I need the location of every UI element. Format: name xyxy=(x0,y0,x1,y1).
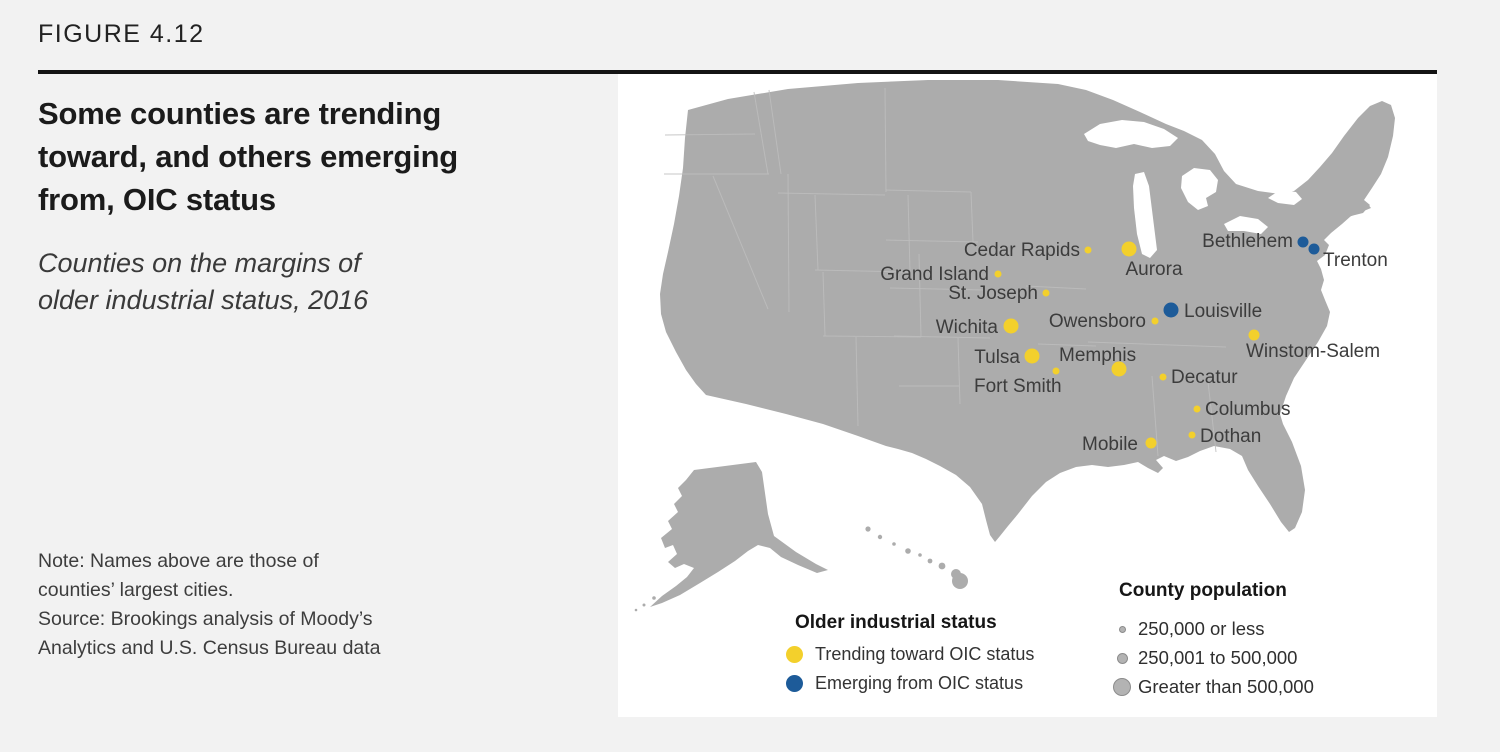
city-layer: Cedar Rapids Aurora Bethlehem Trenton Grand … xyxy=(880,231,1388,455)
long-island-shape xyxy=(1345,203,1371,217)
city-marker-trenton xyxy=(1308,243,1320,255)
city-marker-aurora xyxy=(1121,241,1137,257)
population-item-large: Greater than 500,000 xyxy=(1104,674,1314,700)
city-label-cedar-rapids: Cedar Rapids xyxy=(964,240,1080,261)
legend-item-trending: Trending toward OIC status xyxy=(776,644,1035,664)
alaska-shape xyxy=(634,462,828,612)
city-marker-mobile xyxy=(1145,437,1157,449)
lake-michigan xyxy=(1133,172,1157,258)
city-label-louisville: Louisville xyxy=(1184,301,1262,322)
population-legend: County population 250,000 or less 250,00… xyxy=(1104,580,1314,703)
city-marker-memphis xyxy=(1111,361,1127,377)
legend-item-emerging: Emerging from OIC status xyxy=(776,673,1034,693)
lake-huron xyxy=(1181,168,1218,210)
city-label-st-joseph: St. Joseph xyxy=(948,283,1038,304)
city-marker-bethlehem xyxy=(1297,236,1309,248)
trending-dot-icon xyxy=(786,646,803,663)
city-label-memphis: Memphis xyxy=(1059,345,1136,366)
city-marker-owensboro xyxy=(1151,317,1159,325)
hawaii-islands xyxy=(865,526,968,589)
city-label-trenton: Trenton xyxy=(1323,250,1388,271)
population-item-label: Greater than 500,000 xyxy=(1138,676,1314,697)
great-lakes xyxy=(1084,120,1302,258)
city-marker-dothan xyxy=(1188,431,1196,439)
city-label-winstom-salem: Winstom-Salem xyxy=(1246,341,1380,362)
population-item-label: 250,000 or less xyxy=(1138,618,1265,639)
city-marker-tulsa xyxy=(1024,348,1040,364)
large-circle-icon xyxy=(1113,678,1131,696)
city-label-grand-island: Grand Island xyxy=(880,264,989,285)
emerging-dot-icon xyxy=(786,675,803,692)
status-legend-heading: Older industrial status xyxy=(795,612,997,633)
city-marker-grand-island xyxy=(994,270,1002,278)
city-label-mobile: Mobile xyxy=(1082,434,1138,455)
state-borders xyxy=(664,87,1227,457)
city-label-wichita: Wichita xyxy=(936,317,999,338)
city-marker-wichita xyxy=(1003,318,1019,334)
city-label-decatur: Decatur xyxy=(1171,367,1238,388)
figure-number: FIGURE 4.12 xyxy=(38,20,205,48)
figure-subtitle: Counties on the margins of older industr… xyxy=(38,248,369,315)
legend-item-label: Trending toward OIC status xyxy=(815,644,1035,664)
medium-circle-icon xyxy=(1116,652,1128,664)
city-label-columbus: Columbus xyxy=(1205,399,1291,420)
city-marker-cedar-rapids xyxy=(1084,246,1092,254)
city-marker-louisville xyxy=(1163,302,1179,318)
population-item-medium: 250,001 to 500,000 xyxy=(1104,645,1314,671)
city-marker-winstom-salem xyxy=(1248,329,1260,341)
us-mainland-shape xyxy=(660,80,1395,542)
population-item-label: 250,001 to 500,000 xyxy=(1138,647,1298,668)
city-marker-columbus xyxy=(1193,405,1201,413)
lake-ontario xyxy=(1268,190,1302,205)
map-panel: Cedar Rapids Aurora Bethlehem Trenton Grand … xyxy=(618,74,1437,717)
city-label-fort-smith: Fort Smith xyxy=(974,376,1062,397)
city-label-owensboro: Owensboro xyxy=(1049,311,1146,332)
city-marker-st-joseph xyxy=(1042,289,1050,297)
population-item-small: 250,000 or less xyxy=(1104,616,1314,642)
source-note: Note: Names above are those of counties’… xyxy=(38,550,381,659)
city-label-dothan: Dothan xyxy=(1200,426,1261,447)
lake-erie xyxy=(1224,216,1268,234)
status-legend: Older industrial status Trending toward … xyxy=(776,612,1034,704)
city-label-aurora: Aurora xyxy=(1125,259,1182,280)
lake-superior xyxy=(1084,120,1178,148)
small-circle-icon xyxy=(1118,625,1126,633)
city-marker-fort-smith xyxy=(1052,367,1060,375)
population-legend-heading: County population xyxy=(1119,580,1287,601)
figure-title: Some counties are trending toward, and o… xyxy=(38,96,459,217)
header-divider xyxy=(38,70,1437,74)
us-map: Cedar Rapids Aurora Bethlehem Trenton Grand … xyxy=(634,80,1395,612)
city-label-bethlehem: Bethlehem xyxy=(1202,231,1293,252)
city-marker-decatur xyxy=(1159,373,1167,381)
legend-item-label: Emerging from OIC status xyxy=(815,673,1024,693)
city-label-tulsa: Tulsa xyxy=(974,347,1020,368)
